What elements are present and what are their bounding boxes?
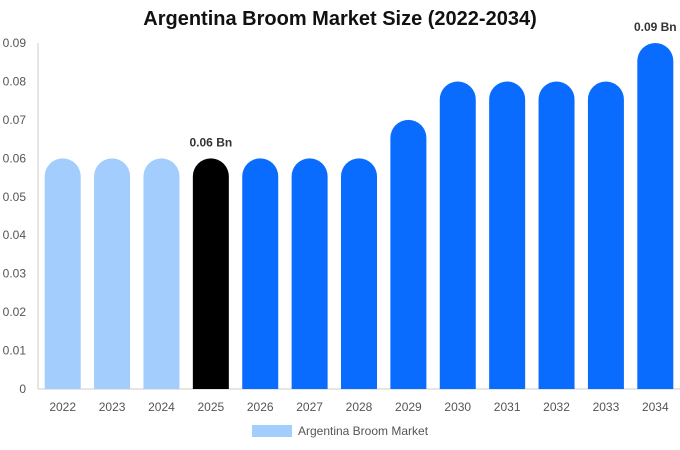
data-label: 0.09 Bn bbox=[634, 20, 677, 34]
data-label: 0.06 Bn bbox=[190, 135, 233, 149]
x-tick-label: 2032 bbox=[543, 400, 570, 414]
chart-title: Argentina Broom Market Size (2022-2034) bbox=[143, 8, 537, 30]
legend-label: Argentina Broom Market bbox=[297, 424, 429, 438]
bar-2023 bbox=[94, 158, 131, 389]
y-tick-label: 0.07 bbox=[3, 113, 27, 127]
bar-2029 bbox=[390, 119, 427, 389]
bar-2022 bbox=[44, 158, 81, 389]
x-tick-label: 2025 bbox=[197, 400, 224, 414]
x-tick-label: 2033 bbox=[593, 400, 620, 414]
x-tick-label: 2030 bbox=[444, 400, 471, 414]
bar-2024 bbox=[143, 158, 180, 389]
bar-2028 bbox=[341, 158, 377, 389]
x-tick-label: 2031 bbox=[494, 400, 521, 414]
bar-2025 bbox=[192, 158, 229, 389]
x-tick-label: 2028 bbox=[346, 400, 373, 414]
y-tick-label: 0.08 bbox=[3, 74, 27, 88]
y-tick-label: 0.06 bbox=[3, 151, 27, 165]
x-tick-label: 2027 bbox=[296, 400, 323, 414]
y-tick-label: 0.04 bbox=[3, 228, 27, 242]
bar-2026 bbox=[242, 158, 279, 389]
bar-2033 bbox=[587, 81, 624, 389]
y-tick-label: 0.05 bbox=[3, 190, 27, 204]
chart-legend: Argentina Broom Market bbox=[0, 424, 680, 438]
bar-2030 bbox=[439, 81, 476, 389]
y-tick-label: 0.03 bbox=[3, 267, 27, 281]
x-tick-label: 2022 bbox=[49, 400, 76, 414]
bar-2027 bbox=[291, 158, 328, 389]
x-tick-label: 2024 bbox=[148, 400, 175, 414]
bar-2031 bbox=[489, 81, 526, 389]
y-tick-label: 0 bbox=[19, 382, 26, 396]
legend-swatch bbox=[251, 425, 292, 437]
bar-2032 bbox=[538, 81, 575, 389]
x-tick-label: 2029 bbox=[395, 400, 422, 414]
y-tick-label: 0.02 bbox=[3, 305, 27, 319]
y-tick-label: 0.01 bbox=[3, 344, 27, 358]
y-tick-label: 0.09 bbox=[3, 36, 27, 50]
x-tick-label: 2034 bbox=[642, 400, 669, 414]
x-tick-label: 2023 bbox=[99, 400, 126, 414]
x-tick-label: 2026 bbox=[247, 400, 274, 414]
bar-2034 bbox=[637, 43, 674, 389]
